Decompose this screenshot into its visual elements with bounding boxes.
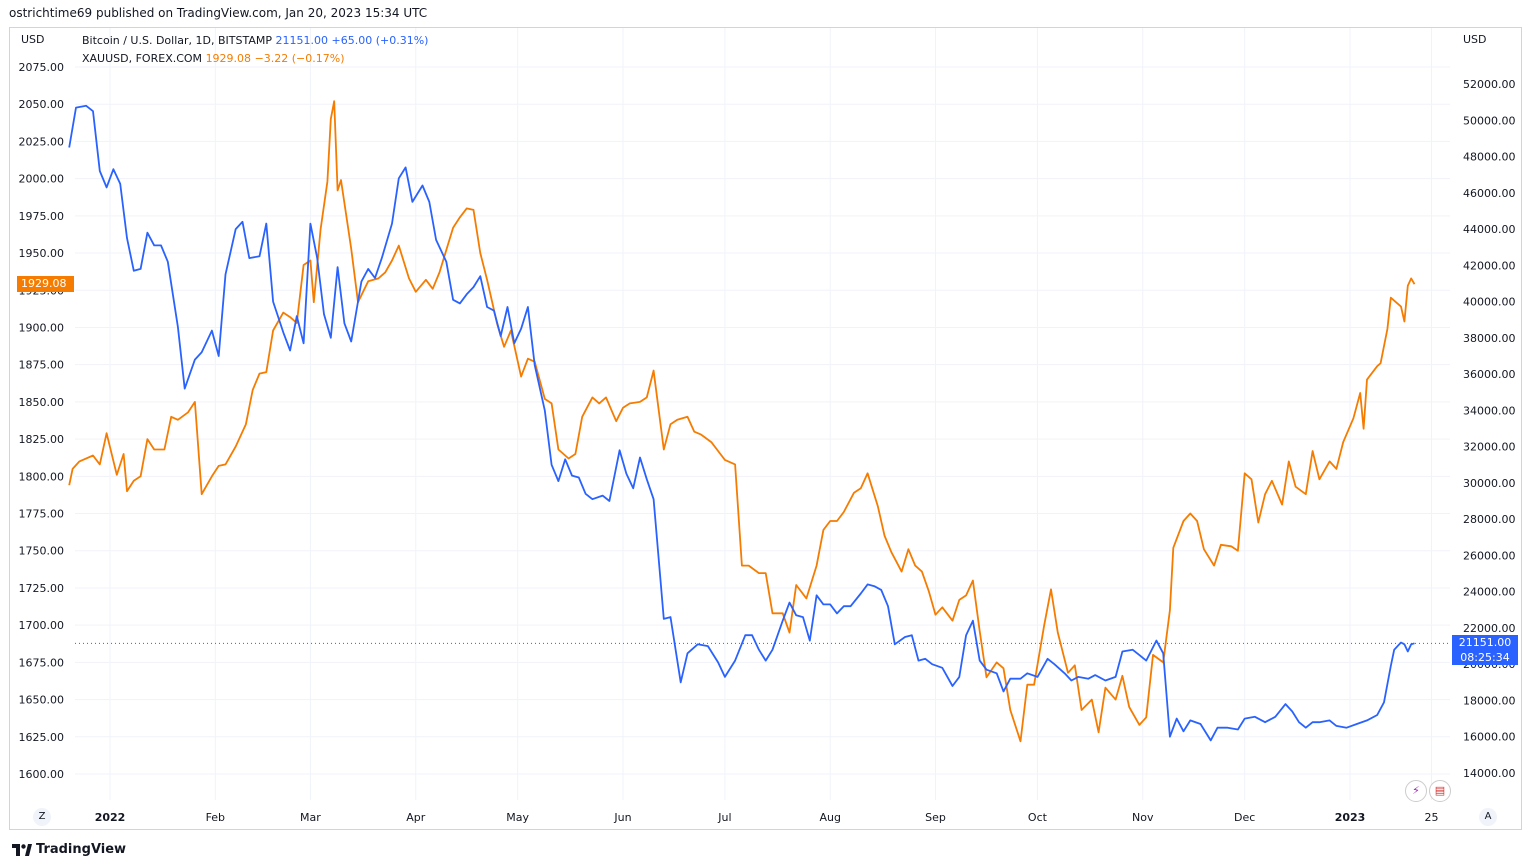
legend-gold[interactable]: XAUUSD, FOREX.COM 1929.08 −3.22 (−0.17%)	[82, 52, 345, 65]
tradingview-logo-icon	[12, 843, 32, 856]
left-tick-label: 2050.00	[19, 98, 65, 111]
left-tick-label: 2025.00	[19, 135, 65, 148]
left-tick-label: 1875.00	[19, 359, 65, 372]
left-axis-unit: USD	[21, 33, 45, 46]
x-tick-label: 2023	[1335, 811, 1366, 824]
right-tick-label: 26000.00	[1463, 549, 1516, 562]
x-tick-label: Sep	[925, 811, 946, 824]
event-badges[interactable]: ⚡ ▤	[1405, 780, 1451, 802]
x-tick-label: Apr	[406, 811, 426, 824]
grid-lines	[75, 28, 1450, 800]
right-tick-label: 46000.00	[1463, 187, 1516, 200]
chart-frame	[9, 27, 1522, 830]
us-flag-icon[interactable]: ▤	[1429, 780, 1451, 802]
legend-gold-price: 1929.08	[205, 52, 252, 65]
left-tick-label: 1975.00	[19, 210, 65, 223]
right-tick-label: 14000.00	[1463, 767, 1516, 780]
legend-btc-price: 21151.00	[275, 34, 328, 47]
left-tick-label: 1775.00	[19, 508, 65, 521]
right-tick-label: 30000.00	[1463, 477, 1516, 490]
legend-btc[interactable]: Bitcoin / U.S. Dollar, 1D, BITSTAMP 2115…	[82, 34, 428, 47]
left-tick-label: 1750.00	[19, 545, 65, 558]
right-tick-label: 22000.00	[1463, 622, 1516, 635]
left-tick-label: 1650.00	[19, 694, 65, 707]
right-tick-label: 18000.00	[1463, 694, 1516, 707]
x-tick-label: 2022	[95, 811, 126, 824]
btc-price-tag-value: 21151.00	[1458, 636, 1512, 650]
btc-price-tag: 21151.00 08:25:34	[1452, 635, 1518, 666]
right-tick-label: 34000.00	[1463, 404, 1516, 417]
footer-brand: TradingView	[36, 842, 127, 857]
left-tick-label: 1700.00	[19, 619, 65, 632]
right-tick-label: 32000.00	[1463, 441, 1516, 454]
lightning-icon[interactable]: ⚡	[1405, 780, 1427, 802]
left-tick-label: 2075.00	[19, 61, 65, 74]
right-tick-label: 36000.00	[1463, 368, 1516, 381]
left-tick-label: 2000.00	[19, 173, 65, 186]
x-tick-label: Feb	[206, 811, 225, 824]
legend-gold-symbol: XAUUSD, FOREX.COM	[82, 52, 203, 65]
left-tick-label: 1725.00	[19, 582, 65, 595]
x-tick-label: Mar	[300, 811, 321, 824]
gold-series-line	[68, 100, 1416, 743]
right-tick-label: 50000.00	[1463, 114, 1516, 127]
legend-btc-symbol: Bitcoin / U.S. Dollar, 1D, BITSTAMP	[82, 34, 272, 47]
x-tick-label: Nov	[1132, 811, 1154, 824]
right-tick-label: 44000.00	[1463, 223, 1516, 236]
right-tick-label: 24000.00	[1463, 586, 1516, 599]
left-tick-label: 1850.00	[19, 396, 65, 409]
left-tick-label: 1825.00	[19, 433, 65, 446]
x-tick-label: Oct	[1028, 811, 1048, 824]
btc-countdown: 08:25:34	[1460, 651, 1510, 665]
x-tick-label: Dec	[1234, 811, 1255, 824]
auto-scale-button[interactable]: A	[1479, 808, 1497, 826]
right-tick-label: 42000.00	[1463, 259, 1516, 272]
right-axis-unit: USD	[1463, 33, 1487, 46]
right-tick-label: 28000.00	[1463, 513, 1516, 526]
left-tick-label: 1675.00	[19, 656, 65, 669]
left-tick-label: 1625.00	[19, 731, 65, 744]
right-tick-label: 52000.00	[1463, 78, 1516, 91]
btc-series-line	[68, 104, 1415, 742]
zoom-button[interactable]: Z	[33, 808, 51, 826]
x-tick-label: May	[506, 811, 529, 824]
right-tick-label: 38000.00	[1463, 332, 1516, 345]
x-tick-label: Jul	[717, 811, 731, 824]
gold-price-tag: 1929.08	[17, 276, 74, 293]
legend-gold-change: −3.22 (−0.17%)	[254, 52, 345, 65]
right-tick-label: 16000.00	[1463, 731, 1516, 744]
x-tick-label: Jun	[613, 811, 631, 824]
left-tick-label: 1600.00	[19, 768, 65, 781]
x-tick-label: Aug	[819, 811, 840, 824]
legend-btc-change: +65.00 (+0.31%)	[331, 34, 429, 47]
left-tick-label: 1900.00	[19, 321, 65, 334]
right-tick-label: 40000.00	[1463, 296, 1516, 309]
footer: TradingView	[12, 842, 126, 857]
publisher-line: ostrichtime69 published on TradingView.c…	[9, 6, 428, 20]
left-tick-label: 1950.00	[19, 247, 65, 260]
x-tick-label: 25	[1425, 811, 1439, 824]
right-tick-label: 48000.00	[1463, 151, 1516, 164]
left-tick-label: 1800.00	[19, 470, 65, 483]
